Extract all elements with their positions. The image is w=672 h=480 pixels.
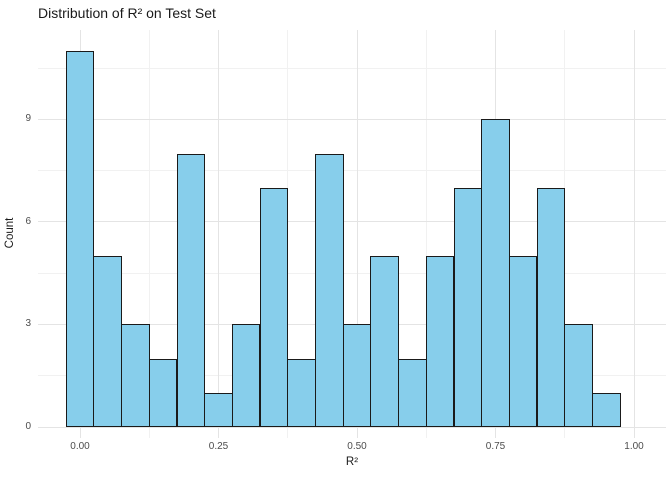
y-tick-label: 6: [25, 215, 31, 227]
x-tick-label: 1.00: [624, 441, 644, 452]
histogram-bar: [508, 256, 538, 427]
histogram-bar: [425, 256, 455, 427]
x-tick-label: 0.25: [208, 441, 229, 452]
histogram-bar: [370, 256, 399, 427]
chart-title: Distribution of R² on Test Set: [38, 5, 216, 21]
gridline-y-minor: [38, 272, 666, 274]
gridline-x-major: [218, 30, 219, 438]
histogram-bar: [453, 187, 483, 427]
histogram-bar: [176, 153, 206, 427]
histogram-bar: [536, 187, 566, 427]
histogram-bar: [398, 358, 427, 427]
plot-panel: [38, 30, 666, 438]
gridline-y-major: [38, 221, 666, 223]
histogram-bar: [121, 324, 150, 427]
x-tick-label: 0.00: [70, 441, 90, 452]
histogram-bar: [148, 358, 178, 427]
y-axis-title: Count: [4, 217, 16, 249]
gridline-y-minor: [38, 67, 666, 69]
histogram-bar: [481, 119, 510, 427]
gridline-x-major: [633, 30, 635, 438]
histogram-bar: [231, 324, 261, 427]
x-tick-label: 0.50: [347, 441, 367, 452]
histogram-bar: [65, 51, 95, 427]
histogram-bar: [259, 187, 289, 427]
y-tick-label: 3: [25, 318, 31, 330]
x-tick-label: 0.75: [485, 441, 506, 452]
x-axis-title: R²: [345, 456, 359, 468]
gridline-y-minor: [38, 170, 666, 172]
histogram-bar: [564, 324, 593, 427]
histogram-bar: [287, 358, 316, 427]
histogram-bar: [93, 256, 122, 427]
gridline-x-minor: [425, 30, 427, 438]
y-tick-label: 0: [25, 421, 31, 432]
histogram-bar: [342, 324, 372, 427]
histogram-bar: [204, 392, 233, 427]
gridline-x-major: [356, 30, 358, 438]
gridline-y-major: [38, 426, 666, 428]
histogram-bar: [315, 153, 344, 427]
gridline-y-major: [38, 118, 666, 120]
gridline-x-minor: [148, 30, 150, 438]
y-tick-label: 9: [25, 113, 31, 125]
histogram-bar: [592, 392, 621, 427]
